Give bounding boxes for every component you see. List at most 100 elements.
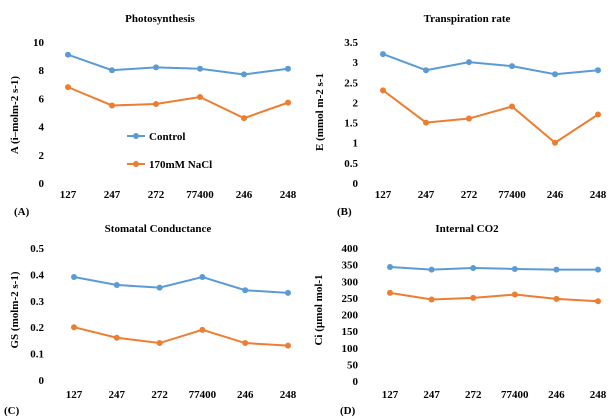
legend-control: Control <box>127 131 185 143</box>
panel-a-x-ticks: 127 247 272 77400 246 248 <box>60 189 297 201</box>
panel-b-title: Transpiration rate <box>424 13 511 25</box>
panel-c-lines <box>73 276 289 347</box>
x-tick-label: 248 <box>590 389 607 401</box>
x-tick-label: 248 <box>280 189 297 201</box>
y-tick-label: 0.2 <box>30 322 44 334</box>
data-point-control <box>153 64 159 71</box>
panel-b-lines <box>382 53 599 144</box>
y-tick-label: 3.5 <box>344 37 358 49</box>
data-point-nacl <box>509 103 515 110</box>
y-tick-label: 0.3 <box>30 296 44 308</box>
data-point-nacl <box>428 296 435 303</box>
series-line-control <box>389 265 598 271</box>
x-tick-label: 272 <box>465 389 482 401</box>
x-tick-label: 272 <box>461 189 478 201</box>
series-line-control <box>67 53 289 76</box>
legend-nacl-marker <box>133 161 139 167</box>
panel-a-points <box>65 51 291 122</box>
x-tick-label: 77400 <box>186 189 214 201</box>
data-point-nacl <box>553 295 560 302</box>
y-tick-label: 100 <box>342 343 359 355</box>
x-tick-label: 246 <box>236 189 253 201</box>
panel-d: Internal CO2 Ci (µmol mol-1 (D) 0 50 100 15… <box>313 223 607 417</box>
legend-control-marker <box>133 133 139 139</box>
data-point-nacl <box>65 84 71 91</box>
data-point-nacl <box>387 289 393 296</box>
data-point-control <box>509 63 515 70</box>
data-point-nacl <box>197 93 203 100</box>
panel-b-y-ticks: 0 0.5 1 1.5 2 2.5 3 3.5 <box>344 37 358 190</box>
x-tick-label: 247 <box>418 189 435 201</box>
y-tick-label: 200 <box>342 310 359 322</box>
data-point-nacl <box>113 334 120 341</box>
data-point-control <box>470 264 477 271</box>
panel-a-title: Photosynthesis <box>125 13 195 25</box>
data-point-control <box>423 67 429 74</box>
y-tick-label: 300 <box>342 276 359 288</box>
data-point-control <box>380 51 386 58</box>
data-point-control <box>387 263 393 270</box>
y-tick-label: 2 <box>353 97 359 109</box>
data-point-control <box>197 65 203 72</box>
panel-a-letter: (A) <box>14 206 30 218</box>
panel-d-title: Internal CO2 <box>435 223 499 235</box>
data-point-control <box>466 59 472 66</box>
y-tick-label: 0.5 <box>344 158 358 170</box>
data-point-nacl <box>470 294 477 301</box>
series-line-nacl <box>73 326 289 347</box>
panel-d-x-ticks: 127 247 272 77400 246 248 <box>382 389 607 401</box>
data-point-control <box>241 71 247 78</box>
panel-d-lines <box>389 265 599 303</box>
panel-a-y-ticks: 0 2 4 6 8 10 <box>33 37 45 190</box>
y-tick-label: 3 <box>353 57 359 69</box>
panel-c-ylabel: GS (molm-2 s-1) <box>9 271 21 348</box>
data-point-control <box>553 266 560 273</box>
y-tick-label: 400 <box>342 243 359 255</box>
panel-c-x-ticks: 127 247 272 77400 246 248 <box>66 389 297 401</box>
y-tick-label: 0 <box>353 376 359 388</box>
data-point-nacl <box>511 291 518 298</box>
x-tick-label: 127 <box>375 189 392 201</box>
panel-c-title: Stomatal Conductance <box>105 223 212 235</box>
legend: Control 170mM NaCl <box>127 131 212 171</box>
data-point-control <box>511 265 518 272</box>
panel-b-points <box>380 51 601 146</box>
x-tick-label: 247 <box>104 189 121 201</box>
series-line-control <box>73 276 289 294</box>
y-tick-label: 0 <box>353 178 359 190</box>
data-point-nacl <box>241 115 247 122</box>
legend-nacl: 170mM NaCl <box>127 159 212 171</box>
data-point-nacl <box>552 139 558 146</box>
x-tick-label: 127 <box>60 189 77 201</box>
y-tick-label: 6 <box>39 93 45 105</box>
x-tick-label: 77400 <box>498 189 526 201</box>
data-point-control <box>285 289 291 296</box>
panel-d-y-ticks: 0 50 100 150 200 250 300 350 400 <box>342 243 359 388</box>
data-point-control <box>285 65 291 72</box>
y-tick-label: 0.4 <box>30 269 44 281</box>
y-tick-label: 4 <box>39 122 45 134</box>
x-tick-label: 248 <box>590 189 607 201</box>
data-point-nacl <box>242 340 249 347</box>
legend-nacl-label: 170mM NaCl <box>149 159 212 171</box>
series-line-control <box>382 53 599 76</box>
x-tick-label: 272 <box>148 189 165 201</box>
panel-c-points <box>71 274 291 349</box>
data-point-control <box>109 67 115 74</box>
panel-a-ylabel: A (i–molm-2 s-1) <box>9 76 21 155</box>
data-point-nacl <box>466 115 472 122</box>
data-point-nacl <box>595 111 601 118</box>
series-line-nacl <box>382 89 599 144</box>
x-tick-label: 246 <box>547 189 564 201</box>
y-tick-label: 0 <box>39 375 45 387</box>
x-tick-label: 246 <box>548 389 565 401</box>
data-point-control <box>156 284 163 291</box>
data-point-nacl <box>285 99 291 106</box>
x-tick-label: 246 <box>237 389 254 401</box>
x-tick-label: 272 <box>151 389 168 401</box>
y-tick-label: 2.5 <box>344 77 358 89</box>
series-line-nacl <box>67 86 289 120</box>
data-point-nacl <box>153 101 159 108</box>
panel-d-letter: (D) <box>340 405 356 417</box>
y-tick-label: 0.1 <box>30 349 44 361</box>
